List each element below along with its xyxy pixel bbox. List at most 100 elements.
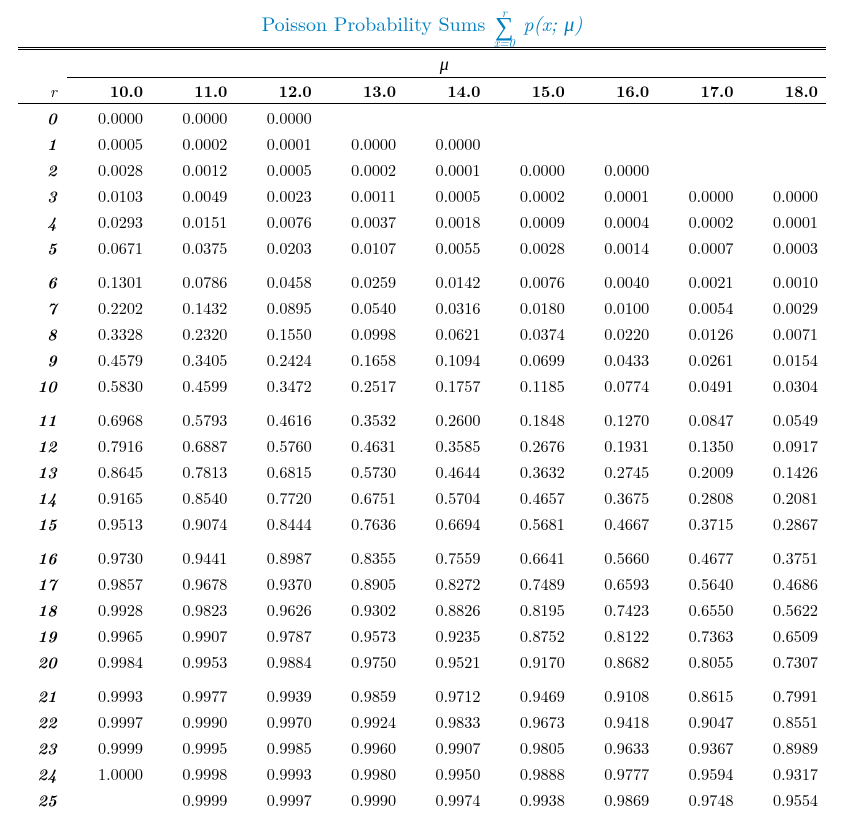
cell-value: 0.0028 <box>488 234 572 260</box>
cell-value: 0.0009 <box>488 208 572 234</box>
cell-value: 0.6641 <box>488 544 572 570</box>
row-index: 21 <box>18 682 67 708</box>
cell-value <box>573 104 657 131</box>
cell-value: 0.1350 <box>657 432 741 458</box>
cell-value: 0.0154 <box>742 346 826 372</box>
cell-value: 0.0000 <box>404 130 488 156</box>
cell-value: 0.9777 <box>573 760 657 786</box>
cell-value: 0.3472 <box>235 372 319 398</box>
cell-value: 0.3751 <box>742 544 826 570</box>
mu-header-row: μ <box>18 49 826 78</box>
cell-value: 0.9418 <box>573 708 657 734</box>
cell-value: 0.8615 <box>657 682 741 708</box>
cell-value: 0.9787 <box>235 622 319 648</box>
table-row: 200.99840.99530.98840.97500.95210.91700.… <box>18 648 826 674</box>
cell-value: 0.9823 <box>151 596 235 622</box>
cell-value: 0.3585 <box>404 432 488 458</box>
cell-value: 0.0151 <box>151 208 235 234</box>
cell-value: 0.0040 <box>573 268 657 294</box>
row-index: 1 <box>18 130 67 156</box>
cell-value: 0.0000 <box>573 156 657 182</box>
col-header: 16.0 <box>573 78 657 104</box>
cell-value: 0.0375 <box>151 234 235 260</box>
cell-value: 0.9370 <box>235 570 319 596</box>
cell-value: 0.9441 <box>151 544 235 570</box>
cell-value: 0.4579 <box>67 346 151 372</box>
cell-value: 0.4686 <box>742 570 826 596</box>
cell-value: 0.8195 <box>488 596 572 622</box>
table-row: 230.99990.99950.99850.99600.99070.98050.… <box>18 734 826 760</box>
cell-value: 0.0000 <box>235 104 319 131</box>
cell-value: 0.9170 <box>488 648 572 674</box>
column-header-row: r 10.0 11.0 12.0 13.0 14.0 15.0 16.0 17.… <box>18 78 826 104</box>
col-header: 18.0 <box>742 78 826 104</box>
cell-value: 0.0540 <box>320 294 404 320</box>
cell-value: 0.9833 <box>404 708 488 734</box>
cell-value: 0.9924 <box>320 708 404 734</box>
cell-value: 0.0699 <box>488 346 572 372</box>
cell-value: 0.4599 <box>151 372 235 398</box>
cell-value: 0.0001 <box>235 130 319 156</box>
cell-value: 0.0007 <box>657 234 741 260</box>
cell-value: 0.9074 <box>151 510 235 536</box>
cell-value: 0.0895 <box>235 294 319 320</box>
cell-value: 0.6887 <box>151 432 235 458</box>
table-row: 250.99990.99970.99900.99740.99380.98690.… <box>18 786 826 812</box>
cell-value: 0.0621 <box>404 320 488 346</box>
cell-value: 0.0259 <box>320 268 404 294</box>
row-index: 0 <box>18 104 67 131</box>
cell-value: 0.9928 <box>67 596 151 622</box>
table-row: 80.33280.23200.15500.09980.06210.03740.0… <box>18 320 826 346</box>
cell-value: 0.0012 <box>151 156 235 182</box>
cell-value: 0.9980 <box>320 760 404 786</box>
cell-value: 0.1185 <box>488 372 572 398</box>
cell-value: 0.0002 <box>488 182 572 208</box>
cell-value: 0.3632 <box>488 458 572 484</box>
row-index: 16 <box>18 544 67 570</box>
cell-value: 0.0005 <box>404 182 488 208</box>
cell-value: 0.9999 <box>151 786 235 812</box>
cell-value: 0.0000 <box>488 156 572 182</box>
cell-value: 0.6550 <box>657 596 741 622</box>
cell-value: 0.0786 <box>151 268 235 294</box>
cell-value: 0.0001 <box>573 182 657 208</box>
table-row: 220.99970.99900.99700.99240.98330.96730.… <box>18 708 826 734</box>
cell-value: 0.8551 <box>742 708 826 734</box>
cell-value: 0.9469 <box>488 682 572 708</box>
cell-value: 0.8444 <box>235 510 319 536</box>
cell-value: 0.7423 <box>573 596 657 622</box>
col-header: 15.0 <box>488 78 572 104</box>
row-index: 14 <box>18 484 67 510</box>
cell-value: 0.6694 <box>404 510 488 536</box>
cell-value: 0.9678 <box>151 570 235 596</box>
cell-value: 0.9965 <box>67 622 151 648</box>
col-header: 11.0 <box>151 78 235 104</box>
sum-body: p(x; μ) <box>523 8 582 37</box>
cell-value: 0.1301 <box>67 268 151 294</box>
cell-value <box>657 156 741 182</box>
cell-value: 0.2081 <box>742 484 826 510</box>
cell-value: 0.9633 <box>573 734 657 760</box>
cell-value: 0.3328 <box>67 320 151 346</box>
cell-value: 0.5660 <box>573 544 657 570</box>
cell-value: 0.2745 <box>573 458 657 484</box>
cell-value: 0.1658 <box>320 346 404 372</box>
table-row: 110.69680.57930.46160.35320.26000.18480.… <box>18 406 826 432</box>
cell-value: 0.9999 <box>67 734 151 760</box>
row-index: 7 <box>18 294 67 320</box>
cell-value: 0.9993 <box>67 682 151 708</box>
cell-value: 0.0054 <box>657 294 741 320</box>
cell-value: 0.0000 <box>151 104 235 131</box>
cell-value: 0.6968 <box>67 406 151 432</box>
cell-value: 0.8355 <box>320 544 404 570</box>
row-index: 19 <box>18 622 67 648</box>
cell-value: 0.1094 <box>404 346 488 372</box>
cell-value: 0.0374 <box>488 320 572 346</box>
table-row: 00.00000.00000.0000 <box>18 104 826 131</box>
cell-value: 0.9554 <box>742 786 826 812</box>
cell-value: 0.0142 <box>404 268 488 294</box>
cell-value: 0.9997 <box>235 786 319 812</box>
cell-value: 0.0103 <box>67 182 151 208</box>
cell-value: 0.4667 <box>573 510 657 536</box>
cell-value: 0.6593 <box>573 570 657 596</box>
